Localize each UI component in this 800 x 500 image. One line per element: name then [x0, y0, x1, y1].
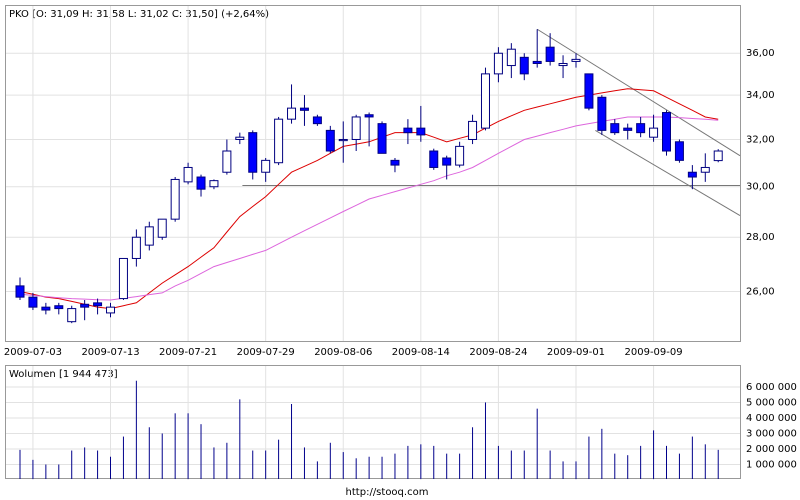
x-tick-label: 2009-08-06 [314, 347, 372, 358]
candle-body [338, 138, 348, 142]
candle-body [403, 127, 413, 134]
candle-body [183, 166, 193, 183]
candle-body [157, 218, 167, 238]
y-tick-label: 36,00 [746, 48, 775, 59]
x-tick-label: 2009-09-01 [547, 347, 605, 358]
candle-body [209, 180, 219, 188]
candle-body [54, 305, 64, 310]
price-panel [5, 5, 741, 342]
candle-body [118, 257, 128, 300]
x-tick-label: 2009-07-13 [81, 347, 139, 358]
volume-panel [5, 365, 741, 479]
volume-title: Wolumen [1 944 473] [9, 369, 118, 380]
candle-body [235, 136, 245, 140]
candle-body [545, 46, 555, 62]
y-tick-label: 5 000 000 [746, 397, 797, 408]
candle-body [571, 58, 581, 62]
candle-body [455, 145, 465, 166]
candle-body [274, 118, 284, 164]
candle-body [299, 107, 309, 111]
candle-body [649, 127, 659, 138]
candle-body [261, 159, 271, 173]
candle-body [80, 303, 90, 308]
x-tick-label: 2009-07-03 [4, 347, 62, 358]
candle-body [287, 107, 297, 120]
candle-body [377, 123, 387, 154]
candle-body [623, 127, 633, 131]
candle-body [493, 52, 503, 75]
candle-body [662, 112, 671, 152]
candle-body [28, 296, 38, 308]
trend-line [536, 28, 741, 157]
y-tick-label: 28,00 [746, 232, 775, 243]
candle-body [170, 178, 180, 220]
candle-body [610, 123, 620, 134]
y-tick-label: 26,00 [746, 286, 775, 297]
candle-body [248, 132, 258, 173]
candle-body [41, 306, 51, 311]
y-tick-label: 32,00 [746, 134, 775, 145]
y-tick-label: 3 000 000 [746, 428, 797, 439]
candle-body [558, 62, 568, 67]
candle-body [131, 236, 141, 259]
candle-body [106, 306, 116, 314]
candle-body [687, 171, 697, 178]
candle-body [390, 159, 400, 166]
candle-body [67, 308, 77, 323]
trend-line [595, 129, 741, 217]
candle-body [700, 166, 710, 173]
candle-body [506, 48, 516, 67]
candle-body [480, 73, 490, 129]
candle-body [196, 176, 206, 190]
y-tick-label: 30,00 [746, 182, 775, 193]
candle-body [222, 150, 232, 173]
x-tick-label: 2009-08-24 [469, 347, 527, 358]
candle-body [312, 116, 322, 125]
candle-body [468, 120, 478, 140]
x-tick-label: 2009-07-21 [159, 347, 217, 358]
candle-body [532, 60, 542, 64]
candle-body [416, 127, 426, 136]
candle-body [15, 285, 25, 298]
y-tick-label: 4 000 000 [746, 413, 797, 424]
candle-body [144, 226, 154, 246]
y-tick-label: 34,00 [746, 90, 775, 101]
candle-body [93, 302, 103, 307]
y-tick-label: 2 000 000 [746, 444, 797, 455]
candle-body [519, 56, 529, 75]
candle-body [713, 150, 723, 162]
y-tick-label: 1 000 000 [746, 459, 797, 470]
chart-title: PKO [O: 31,09 H: 31,58 L: 31,02 C: 31,50… [9, 9, 269, 20]
candle-body [364, 114, 374, 118]
candle-body [636, 123, 646, 134]
x-tick-label: 2009-09-09 [625, 347, 683, 358]
candle-body [674, 141, 684, 161]
candle-body [429, 150, 439, 168]
x-tick-label: 2009-07-29 [237, 347, 295, 358]
candle-body [597, 96, 607, 131]
candle-body [325, 129, 335, 152]
candle-body [442, 157, 452, 166]
y-tick-label: 6 000 000 [746, 382, 797, 393]
candle-body [584, 73, 594, 109]
candle-body [351, 116, 361, 140]
x-tick-label: 2009-08-14 [392, 347, 450, 358]
footer: http://stooq.com [346, 487, 429, 498]
